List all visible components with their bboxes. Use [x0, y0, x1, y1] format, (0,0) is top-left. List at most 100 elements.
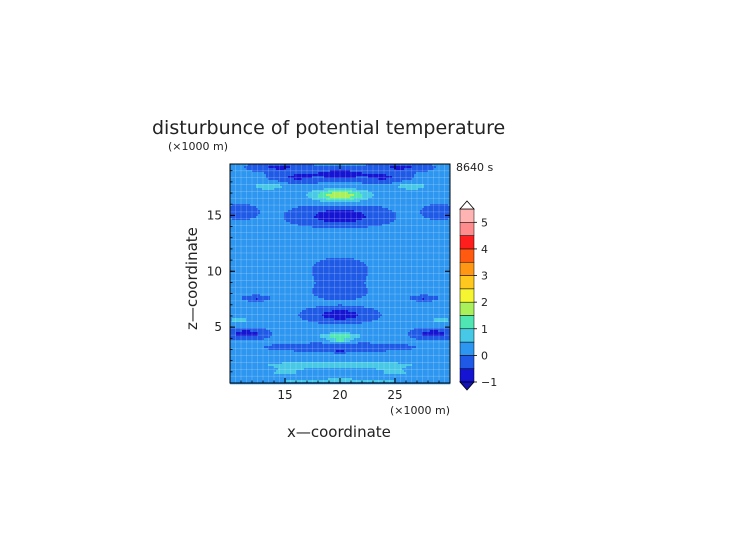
field-cell — [376, 210, 379, 213]
field-cell — [256, 224, 259, 227]
field-cell — [244, 184, 247, 187]
field-cell — [382, 230, 385, 233]
field-cell — [404, 222, 407, 225]
field-cell — [430, 230, 433, 233]
field-cell — [402, 182, 405, 185]
field-cell — [292, 200, 295, 203]
field-cell — [354, 234, 357, 237]
field-cell — [292, 218, 295, 221]
field-cell — [280, 230, 283, 233]
field-cell — [292, 196, 295, 199]
field-cell — [340, 182, 343, 185]
field-cell — [308, 188, 311, 191]
field-cell — [348, 178, 351, 181]
field-cell — [380, 238, 383, 241]
field-cell — [386, 186, 389, 189]
field-cell — [326, 234, 329, 237]
field-cell — [278, 188, 281, 191]
field-cell — [300, 192, 303, 195]
field-cell — [336, 226, 339, 229]
field-cell — [308, 164, 311, 167]
field-cell — [426, 192, 429, 195]
field-cell — [418, 184, 421, 187]
field-cell — [254, 218, 257, 221]
field-cell — [316, 226, 319, 229]
field-cell — [262, 228, 265, 231]
field-cell — [298, 180, 301, 183]
field-cell — [312, 238, 315, 241]
field-cell — [276, 186, 279, 189]
field-cell — [446, 182, 449, 185]
field-cell — [374, 206, 377, 209]
field-cell — [314, 252, 317, 255]
field-cell — [396, 246, 399, 249]
field-cell — [292, 228, 295, 231]
field-cell — [380, 188, 383, 191]
field-cell — [444, 236, 447, 239]
field-cell — [260, 212, 263, 215]
field-cell — [254, 246, 257, 249]
field-cell — [446, 168, 449, 171]
field-cell — [406, 206, 409, 209]
field-cell — [398, 166, 401, 169]
field-cell — [442, 182, 445, 185]
field-cell — [412, 236, 415, 239]
field-cell — [268, 250, 271, 253]
field-cell — [284, 190, 287, 193]
field-cell — [336, 188, 339, 191]
field-cell — [406, 224, 409, 227]
field-cell — [242, 232, 245, 235]
field-cell — [402, 242, 405, 245]
field-cell — [394, 192, 397, 195]
field-cell — [408, 248, 411, 251]
field-cell — [442, 170, 445, 173]
field-cell — [284, 238, 287, 241]
field-cell — [290, 194, 293, 197]
field-cell — [394, 194, 397, 197]
field-cell — [390, 196, 393, 199]
field-cell — [374, 232, 377, 235]
field-cell — [370, 252, 373, 255]
field-cell — [332, 204, 335, 207]
field-cell — [290, 200, 293, 203]
field-cell — [326, 250, 329, 253]
field-cell — [306, 224, 309, 227]
field-cell — [270, 190, 273, 193]
field-cell — [396, 178, 399, 181]
field-cell — [410, 194, 413, 197]
field-cell — [330, 196, 333, 199]
field-cell — [442, 188, 445, 191]
field-cell — [322, 242, 325, 245]
field-cell — [254, 210, 257, 213]
field-cell — [418, 164, 421, 167]
field-cell — [362, 218, 365, 221]
field-cell — [344, 202, 347, 205]
field-cell — [236, 206, 239, 209]
field-cell — [354, 250, 357, 253]
field-cell — [356, 182, 359, 185]
field-cell — [304, 220, 307, 223]
field-cell — [380, 170, 383, 173]
field-cell — [412, 172, 415, 175]
field-cell — [288, 192, 291, 195]
field-cell — [340, 238, 343, 241]
field-cell — [442, 168, 445, 171]
field-cell — [340, 232, 343, 235]
field-cell — [340, 188, 343, 191]
field-cell — [306, 166, 309, 169]
field-cell — [238, 212, 241, 215]
field-cell — [234, 226, 237, 229]
field-cell — [274, 188, 277, 191]
field-cell — [236, 246, 239, 249]
field-cell — [270, 218, 273, 221]
field-cell — [362, 204, 365, 207]
field-cell — [286, 214, 289, 217]
field-cell — [266, 186, 269, 189]
field-cell — [244, 202, 247, 205]
field-cell — [430, 232, 433, 235]
field-cell — [390, 238, 393, 241]
field-cell — [308, 236, 311, 239]
field-cell — [360, 250, 363, 253]
field-cell — [266, 210, 269, 213]
field-cell — [338, 190, 341, 193]
